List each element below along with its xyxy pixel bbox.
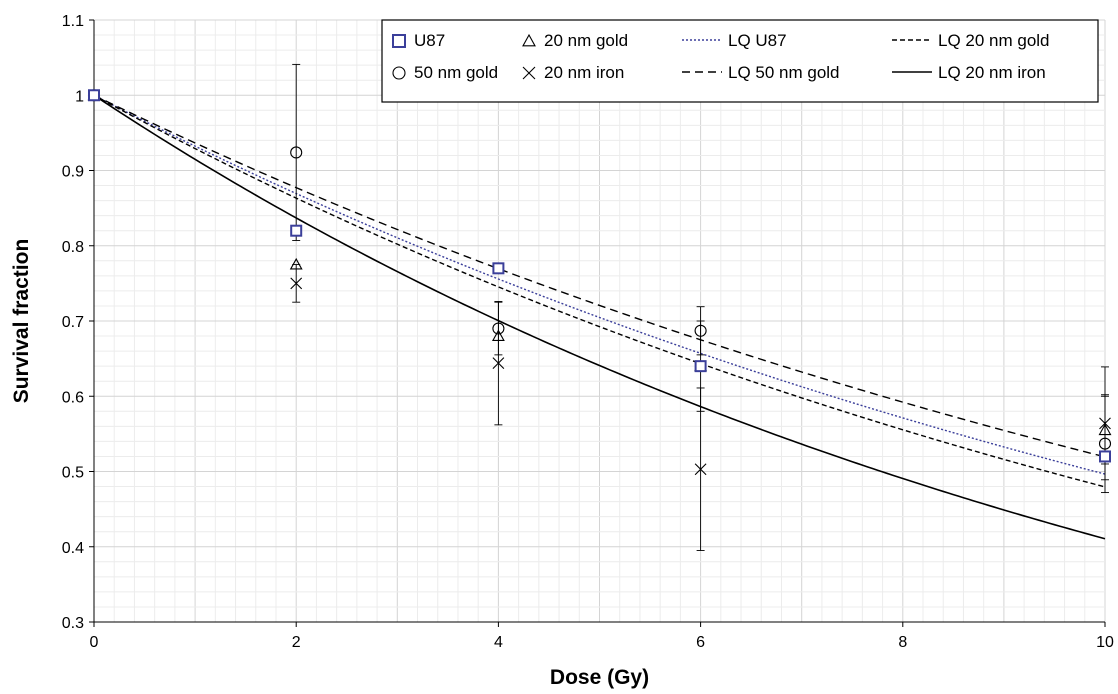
legend-label: 20 nm gold (544, 31, 628, 50)
x-tick-label: 0 (90, 634, 99, 651)
marker-square (290, 224, 303, 237)
legend-label: LQ 20 nm iron (938, 63, 1046, 82)
fit-curve (93, 94, 1106, 475)
marker-circle (392, 66, 406, 80)
marker-x-stroke (290, 277, 303, 290)
legend-label: LQ U87 (728, 31, 787, 50)
fit-curve (93, 94, 1106, 488)
marker-x (290, 277, 303, 290)
fit-curve (93, 94, 1106, 540)
legend-label: U87 (414, 31, 445, 50)
marker-square (1099, 450, 1111, 463)
y-axis-label: Survival fraction (10, 239, 33, 404)
legend-label: 50 nm gold (414, 63, 498, 82)
marker-square (492, 262, 505, 275)
marker-square (88, 89, 100, 102)
x-axis-label: Dose (Gy) (550, 666, 649, 689)
legend-item: 20 nm iron (522, 63, 624, 82)
legend-label: LQ 20 nm gold (938, 31, 1050, 50)
data-points (87, 63, 1112, 551)
marker-triangle (491, 329, 505, 342)
legend-item: LQ 20 nm gold (892, 31, 1050, 50)
y-tick-label: 0.9 (62, 164, 84, 181)
axes (89, 19, 1106, 627)
x-tick-label: 2 (292, 634, 301, 651)
marker-triangle (522, 33, 536, 47)
y-tick-label: 1.1 (62, 13, 84, 30)
legend-item: U87 (392, 31, 445, 50)
legend-label: LQ 50 nm gold (728, 63, 840, 82)
x-tick-label: 4 (494, 634, 503, 651)
marker-x (522, 66, 536, 80)
legend-item: LQ 50 nm gold (682, 63, 840, 82)
legend-box (381, 19, 1099, 103)
legend-label: 20 nm iron (544, 63, 624, 82)
marker-x (694, 463, 707, 476)
marker-x-stroke (694, 463, 707, 476)
fit-curves (93, 94, 1106, 540)
y-tick-label: 0.7 (62, 314, 84, 331)
y-tick-label: 0.8 (62, 239, 84, 256)
x-tick-label: 6 (696, 634, 705, 651)
y-tick-label: 0.4 (62, 540, 84, 557)
marker-square (392, 34, 406, 48)
marker-triangle (1098, 423, 1112, 436)
legend-item: LQ 20 nm iron (892, 63, 1046, 82)
marker-square (694, 360, 707, 373)
series-u87 (88, 89, 1111, 463)
y-tick-label: 0.5 (62, 465, 84, 482)
legend-item: LQ U87 (682, 31, 787, 50)
y-tick-label: 1 (75, 88, 84, 105)
y-tick-label: 0.3 (62, 615, 84, 632)
marker-x-stroke (492, 357, 505, 370)
marker-x (492, 357, 505, 370)
legend: U87 20 nm gold LQ U87 LQ 20 nm gold 50 nm go… (381, 19, 1099, 103)
fit-curve (93, 94, 1106, 458)
tick-labels: 0 2 4 6 8 10 0.3 0.4 0.5 0.6 0.7 0.8 0.9 1 1.1 (62, 13, 1114, 651)
legend-item: 50 nm gold (392, 63, 498, 82)
marker-x-stroke (522, 66, 536, 80)
legend-item: 20 nm gold (522, 31, 628, 50)
y-tick-label: 0.6 (62, 389, 84, 406)
x-tick-label: 8 (898, 634, 907, 651)
error-bar (292, 63, 301, 241)
marker-triangle (289, 257, 303, 270)
x-tick-label: 10 (1096, 634, 1114, 651)
marker-circle (290, 146, 303, 159)
grid (93, 19, 1106, 623)
